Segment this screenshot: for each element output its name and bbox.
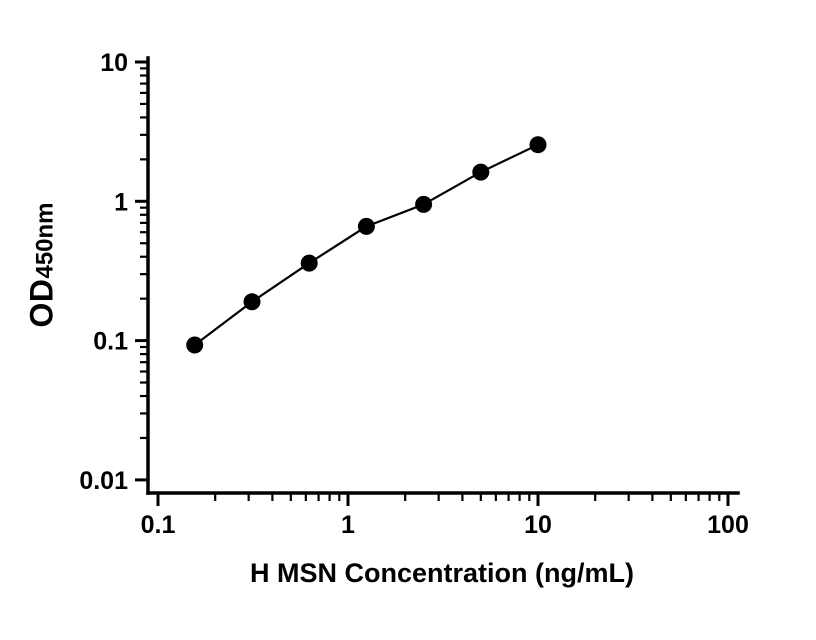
y-axis-title-main: OD (23, 278, 60, 328)
y-tick-label: 0.1 (93, 328, 128, 356)
y-axis-title-sub: 450nm (31, 202, 59, 279)
data-point (529, 136, 547, 154)
data-point (186, 336, 204, 354)
y-tick-label: 0.01 (79, 467, 128, 495)
x-tick-label: 100 (707, 511, 749, 539)
x-tick-label: 0.1 (141, 511, 176, 539)
y-tick-label: 1 (114, 188, 128, 216)
data-point (357, 217, 375, 235)
data-point (243, 293, 261, 311)
x-tick-label: 10 (524, 511, 552, 539)
x-tick-label: 1 (341, 511, 355, 539)
data-point (300, 254, 318, 272)
data-point (415, 195, 433, 213)
y-tick-label: 10 (100, 49, 128, 77)
y-axis-title-text: OD450nm (24, 202, 61, 327)
x-axis-title: H MSN Concentration (ng/mL) (250, 558, 634, 588)
data-point (472, 163, 490, 181)
